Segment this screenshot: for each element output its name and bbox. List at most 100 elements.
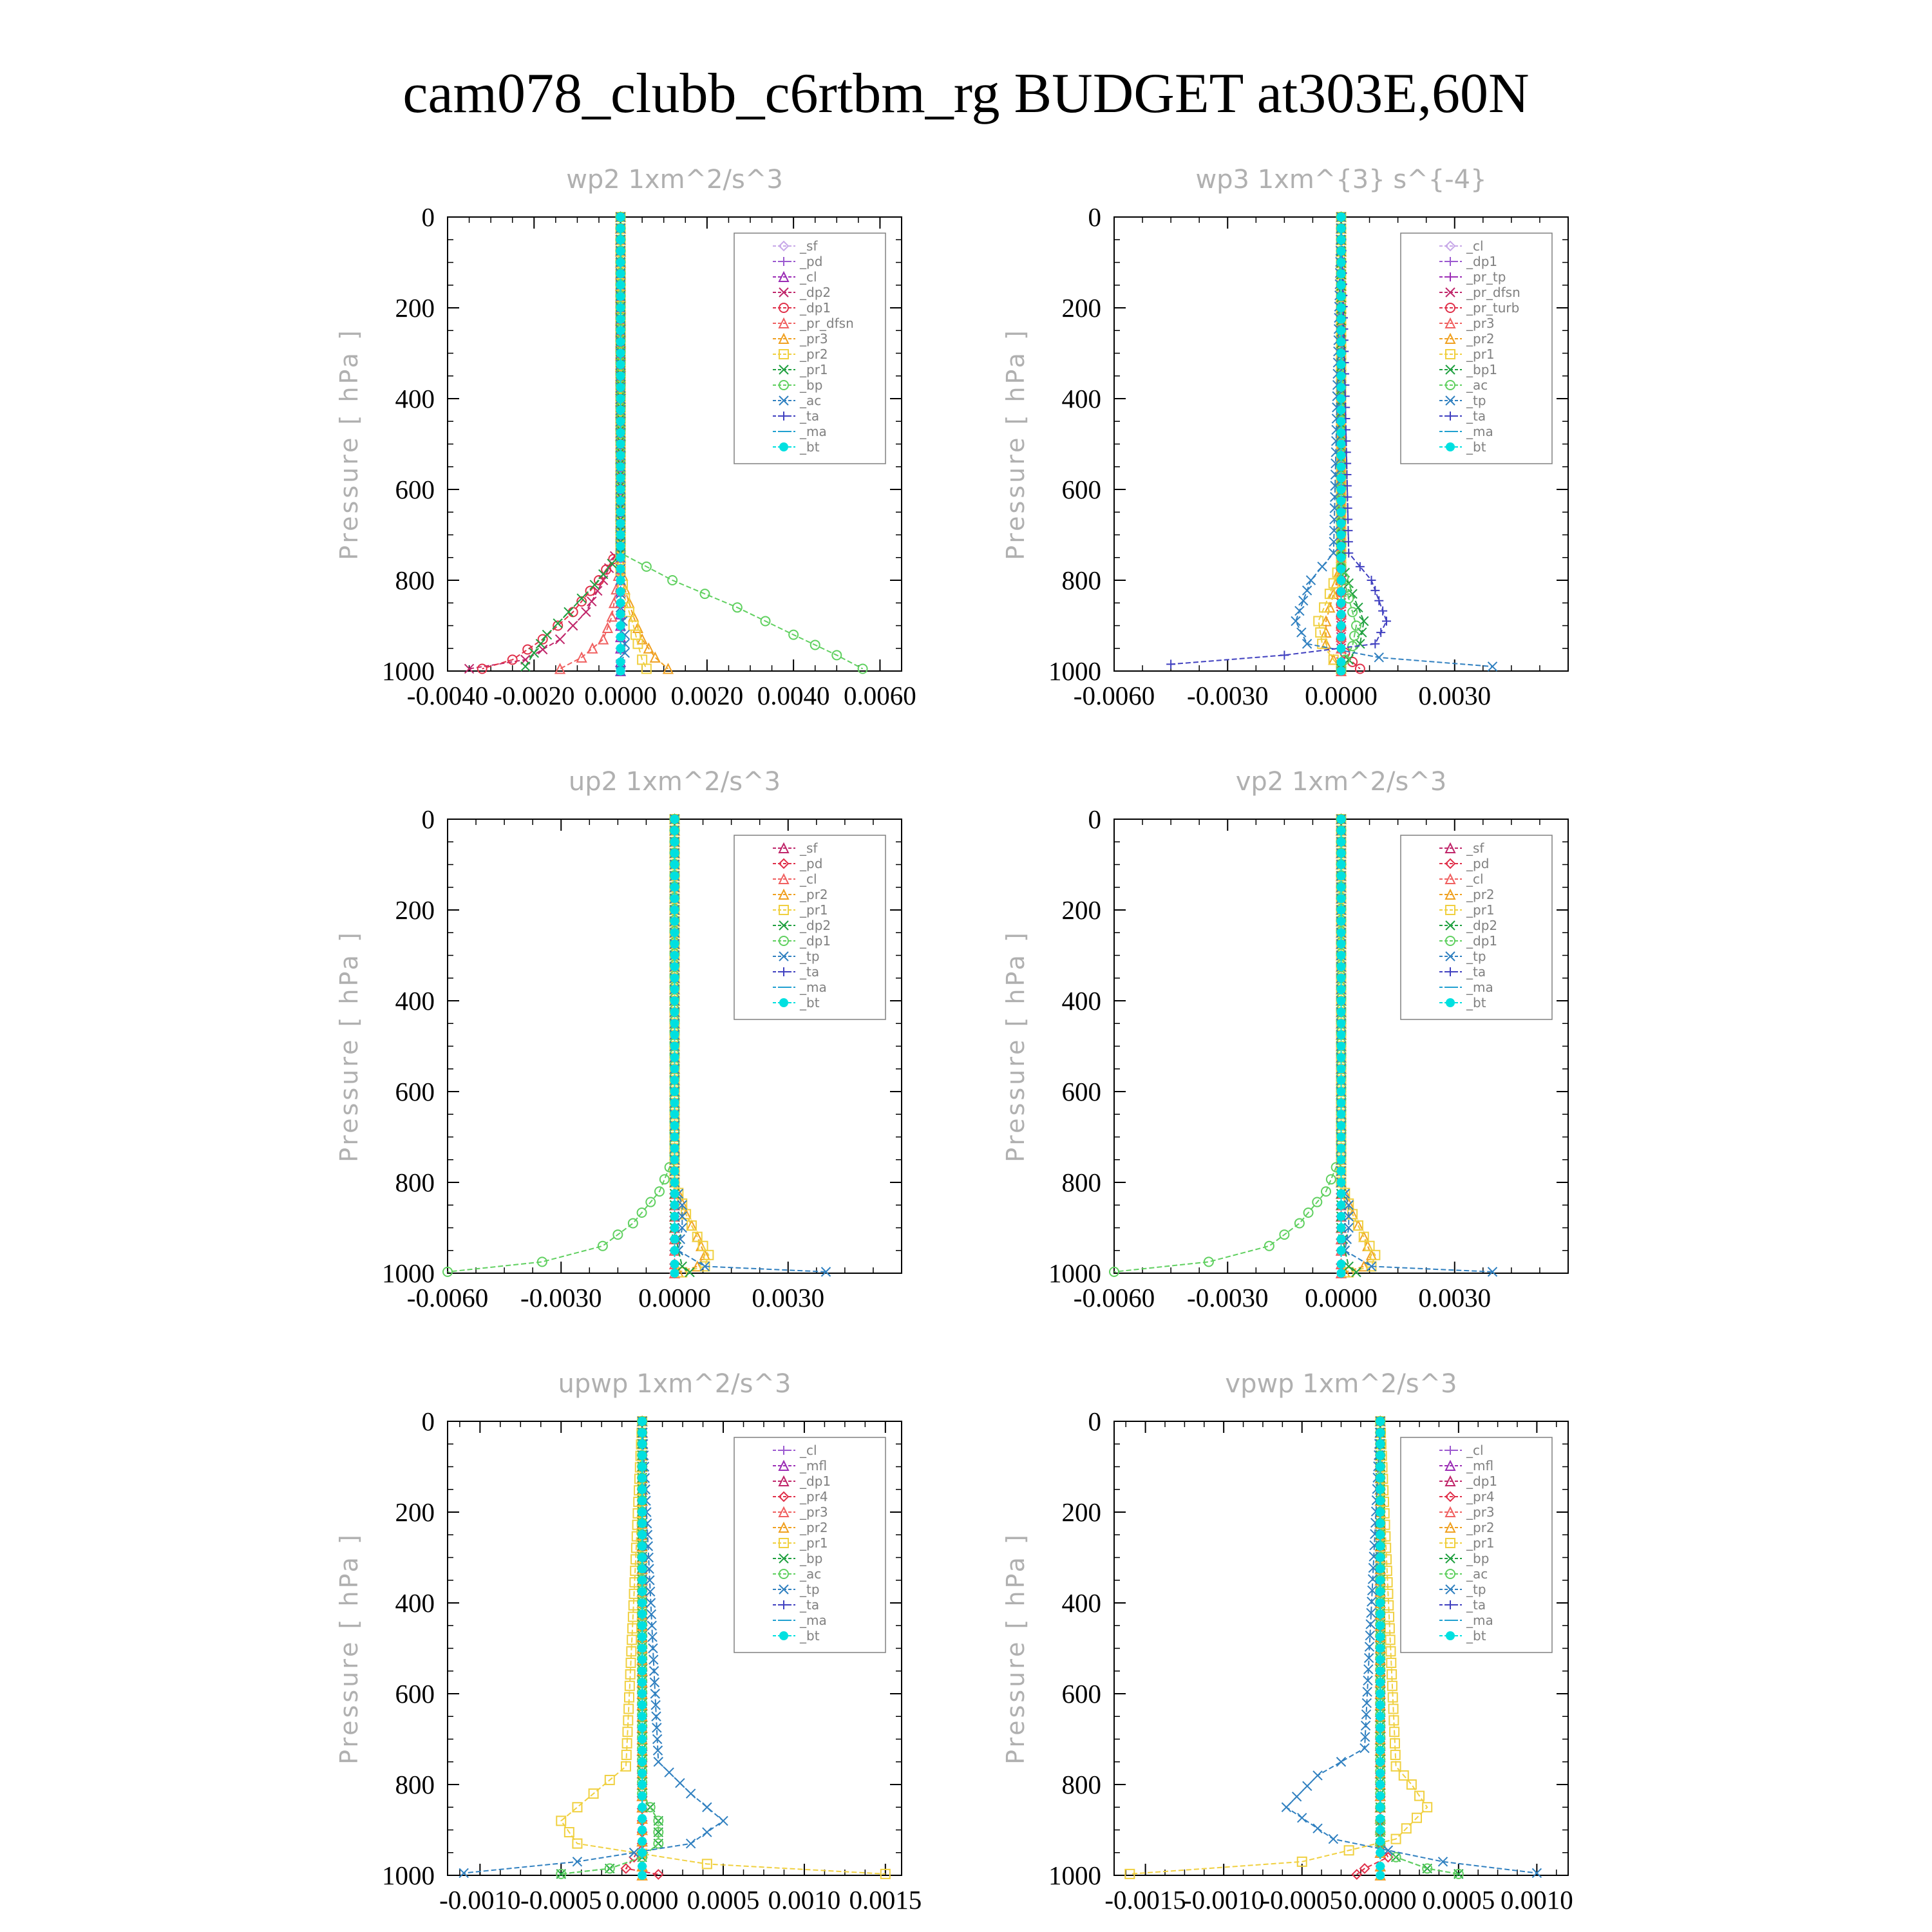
data-point — [1376, 1484, 1385, 1494]
data-point — [1336, 451, 1346, 460]
data-point — [1376, 1848, 1385, 1857]
data-point — [638, 1598, 647, 1607]
data-point — [692, 1260, 703, 1272]
x-tick-label: 0.0015 — [849, 1885, 922, 1915]
data-point — [588, 1788, 599, 1799]
legend-marker — [1446, 1600, 1455, 1609]
data-point — [616, 496, 625, 506]
data-point — [1336, 1155, 1346, 1164]
data-point — [1336, 1087, 1346, 1096]
legend-label: _bt — [1466, 1628, 1486, 1643]
x-tick-label: 0.0000 — [1344, 1885, 1417, 1915]
legend-label: _pr3 — [799, 331, 828, 346]
data-point — [638, 1508, 647, 1517]
data-point — [464, 663, 475, 674]
data-point — [1343, 1222, 1354, 1233]
data-point — [1336, 815, 1346, 824]
legend-marker — [779, 1553, 789, 1564]
series-line-pr_dfsn — [560, 217, 621, 670]
data-point — [616, 657, 625, 667]
legend-marker — [779, 920, 789, 931]
legend-marker — [1446, 272, 1455, 281]
data-point — [1376, 1621, 1385, 1631]
data-point — [1370, 1249, 1381, 1260]
legend-label: _dp2 — [799, 285, 831, 300]
legend-label: _pr2 — [799, 1520, 828, 1535]
data-point — [1336, 246, 1346, 256]
legend-marker — [1446, 967, 1455, 976]
panel-5: upwp 1xm^2/s^3 Pressure [ hPa ] 0 200 400 600… — [335, 1369, 922, 1915]
data-point — [1343, 654, 1354, 665]
data-point — [536, 1256, 547, 1267]
data-point — [1336, 360, 1346, 370]
data-point — [1360, 1732, 1370, 1742]
data-point — [1302, 638, 1312, 649]
data-point — [1376, 1519, 1385, 1528]
data-point — [646, 1609, 657, 1620]
data-point — [597, 1240, 608, 1251]
data-point — [1317, 562, 1327, 572]
data-point — [1376, 1609, 1385, 1619]
data-point — [1367, 576, 1376, 585]
legend-marker — [778, 240, 790, 252]
data-point — [1363, 1664, 1374, 1674]
x-tick-label: -0.0060 — [1074, 1283, 1155, 1312]
panel-title: up2 1xm^2/s^3 — [569, 767, 781, 797]
data-point — [616, 542, 625, 551]
data-point — [670, 1121, 679, 1130]
data-point — [1336, 1121, 1346, 1130]
data-point — [649, 1654, 659, 1665]
x-tick-label: -0.0060 — [1074, 681, 1155, 710]
data-point — [1359, 1863, 1370, 1874]
y-axis-label: Pressure [ hPa ] — [1001, 328, 1030, 560]
legend-label: _sf — [799, 840, 818, 856]
data-point — [1383, 1845, 1394, 1855]
data-point — [1376, 1655, 1385, 1665]
panel-4: vp2 1xm^2/s^3 Pressure [ hPa ] 0 200 400 600 8… — [1001, 767, 1569, 1312]
data-point — [616, 587, 625, 596]
data-point — [581, 607, 591, 618]
data-point — [1336, 848, 1346, 858]
x-tick-label: 0.0030 — [1418, 681, 1491, 710]
data-point — [592, 585, 603, 596]
data-point — [572, 1857, 583, 1867]
data-point — [638, 1768, 647, 1778]
data-point — [641, 663, 652, 674]
data-point — [1336, 383, 1346, 392]
data-point — [1376, 1861, 1385, 1871]
data-point — [1264, 1240, 1274, 1251]
legend-label: _pr_turb — [1466, 300, 1519, 316]
y-tick-label: 800 — [395, 1168, 435, 1197]
data-point — [1355, 562, 1365, 571]
legend-marker — [1445, 1569, 1455, 1579]
y-tick-label: 400 — [1062, 1588, 1102, 1618]
data-point — [1336, 1269, 1346, 1278]
y-tick-label: 1000 — [382, 1861, 435, 1890]
data-point — [626, 1646, 637, 1657]
data-point — [1376, 1564, 1385, 1574]
series-line-dp2 — [469, 217, 621, 670]
data-point — [1336, 1019, 1346, 1028]
data-point — [670, 882, 679, 892]
data-point — [1376, 1746, 1385, 1756]
data-point — [624, 1680, 635, 1691]
legend-label: _ma — [799, 980, 827, 995]
data-point — [1342, 481, 1352, 491]
data-point — [1387, 1680, 1397, 1691]
legend-label: _cl — [1466, 1443, 1484, 1458]
legend-marker — [778, 888, 790, 900]
data-point — [1336, 905, 1346, 914]
data-point — [670, 939, 679, 949]
data-point — [459, 1868, 469, 1879]
data-point — [1336, 882, 1346, 892]
legend-box — [734, 1437, 886, 1653]
legend-box — [734, 835, 886, 1020]
legend-marker — [1445, 303, 1455, 313]
data-point — [1336, 303, 1346, 312]
legend-label: _cl — [799, 871, 817, 887]
data-point — [632, 621, 644, 634]
series-line-pr1 — [560, 1421, 886, 1875]
legend-marker — [1446, 257, 1455, 266]
data-point — [627, 1634, 638, 1645]
data-point — [1362, 1687, 1372, 1697]
